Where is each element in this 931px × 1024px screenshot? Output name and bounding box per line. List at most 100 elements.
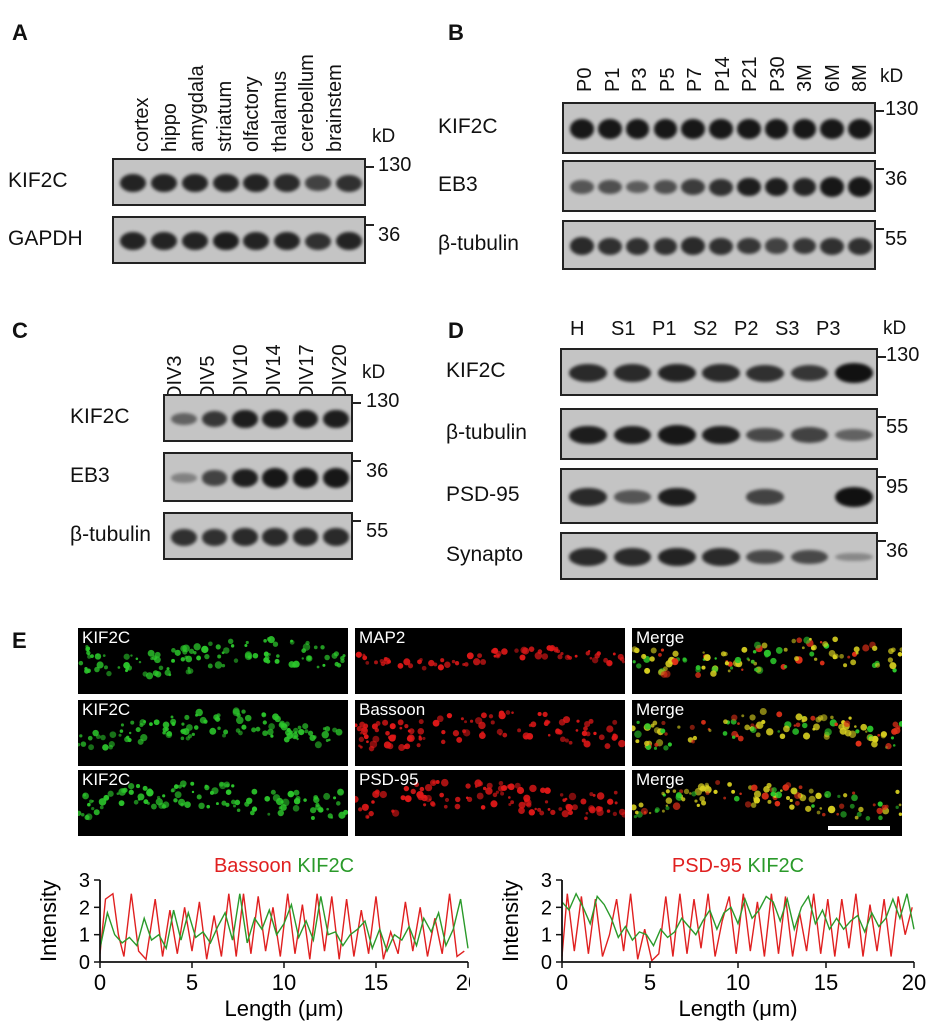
blot-band: [613, 425, 652, 445]
fluorescent-puncta: [375, 720, 381, 726]
x-tick-label: 20: [902, 970, 926, 995]
fluorescent-puncta: [322, 663, 326, 667]
fluorescent-puncta: [251, 727, 257, 733]
mw-label-d: 95: [886, 476, 909, 498]
fluorescent-puncta: [292, 805, 300, 812]
fluorescent-puncta: [146, 789, 154, 797]
fluorescent-puncta: [606, 659, 613, 667]
fluorescent-puncta: [648, 811, 652, 815]
fluorescent-puncta: [379, 790, 387, 799]
fluorescent-puncta: [508, 802, 512, 806]
y-tick-label: 0: [79, 952, 90, 974]
fluorescent-puncta: [244, 652, 253, 661]
x-tick-label: 10: [726, 970, 750, 995]
fluorescent-puncta: [897, 651, 902, 657]
mw-tick-a: [366, 166, 374, 168]
blot-band: [702, 364, 740, 382]
fluorescent-puncta: [108, 744, 114, 750]
fluorescent-puncta: [191, 790, 195, 794]
fluorescent-puncta: [888, 648, 894, 655]
fluorescent-puncta: [881, 804, 887, 810]
blot-band: [746, 489, 785, 505]
fluorescent-puncta: [437, 664, 444, 671]
blot-band: [597, 119, 622, 139]
fluorescent-puncta: [663, 745, 669, 751]
fluorescent-puncta: [872, 803, 876, 807]
fluorescent-puncta: [596, 792, 605, 800]
fluorescent-puncta: [118, 800, 125, 807]
fluorescent-puncta: [201, 645, 209, 654]
fluorescent-puncta: [462, 663, 466, 667]
fluorescent-puncta: [737, 722, 740, 725]
fluorescent-puncta: [337, 788, 344, 796]
fluorescent-puncta: [196, 794, 202, 800]
fluorescent-puncta: [358, 807, 363, 812]
blot-band: [304, 175, 331, 191]
fluorescent-puncta: [441, 729, 446, 735]
fluorescent-puncta: [878, 815, 883, 821]
fluorescent-puncta: [792, 728, 799, 735]
fluorescent-puncta: [793, 724, 797, 727]
fluorescent-puncta: [517, 728, 522, 733]
fluorescent-puncta: [528, 646, 535, 652]
fluorescent-puncta: [191, 732, 195, 737]
fluorescent-puncta: [853, 646, 860, 653]
blot-band: [625, 237, 650, 255]
fluorescent-puncta: [672, 789, 677, 793]
blot-band: [848, 237, 872, 255]
blot-band: [292, 468, 319, 488]
mw-tick-b: [876, 228, 884, 230]
fluorescent-puncta: [274, 658, 280, 664]
fluorescent-puncta: [594, 653, 600, 659]
fluorescent-puncta: [675, 792, 682, 799]
fluorescent-puncta: [146, 801, 150, 805]
mw-tick-a: [366, 224, 374, 226]
fluorescent-puncta: [803, 636, 811, 644]
fluorescent-puncta: [654, 809, 659, 814]
fluorescent-puncta: [848, 716, 852, 720]
mw-tick-d: [878, 416, 886, 418]
fluorescent-puncta: [766, 782, 772, 789]
blot-band: [274, 174, 301, 192]
fluorescent-puncta: [78, 742, 81, 747]
fluorescent-puncta: [184, 714, 190, 721]
fluorescent-puncta: [753, 796, 757, 801]
lane-label-b: 3M: [794, 64, 816, 92]
fluorescent-puncta: [355, 651, 362, 658]
fluorescent-puncta: [135, 727, 141, 733]
fluorescent-puncta: [304, 729, 309, 734]
blot-band: [657, 487, 696, 507]
fluorescent-puncta: [301, 648, 307, 653]
fluorescent-puncta: [537, 807, 542, 812]
fluorescent-puncta: [798, 785, 803, 790]
fluorescent-puncta: [277, 809, 284, 817]
fluorescent-puncta: [301, 657, 304, 660]
fluorescent-puncta: [638, 802, 644, 808]
fluorescent-puncta: [890, 736, 895, 740]
fluorescent-puncta: [705, 791, 710, 796]
row-label-c: KIF2C: [70, 405, 130, 428]
fluorescent-puncta: [235, 716, 244, 725]
fluorescent-puncta: [96, 661, 104, 669]
fluorescent-puncta: [251, 806, 258, 812]
fluorescent-puncta: [839, 727, 847, 735]
fluorescent-puncta: [460, 717, 464, 721]
fluorescent-puncta: [862, 644, 870, 652]
fluorescent-puncta: [369, 740, 378, 749]
fluorescent-puncta: [635, 739, 640, 744]
blot-band: [848, 119, 872, 139]
fluorescent-puncta: [480, 658, 487, 665]
fluorescent-puncta: [477, 781, 484, 787]
mw-tick-c: [353, 402, 361, 404]
fluorescent-puncta: [126, 665, 133, 671]
blot-band: [597, 180, 622, 194]
fluorescent-puncta: [850, 659, 857, 666]
series-line-psd-95: [561, 893, 913, 962]
fluorescent-puncta: [828, 650, 836, 657]
fluorescent-puncta: [761, 642, 768, 649]
mw-label-b: 55: [885, 228, 908, 250]
y-axis-label: Intensity: [36, 880, 61, 962]
fluorescent-puncta: [408, 728, 415, 735]
mw-tick-b: [876, 168, 884, 170]
fluorescent-puncta: [232, 707, 240, 715]
